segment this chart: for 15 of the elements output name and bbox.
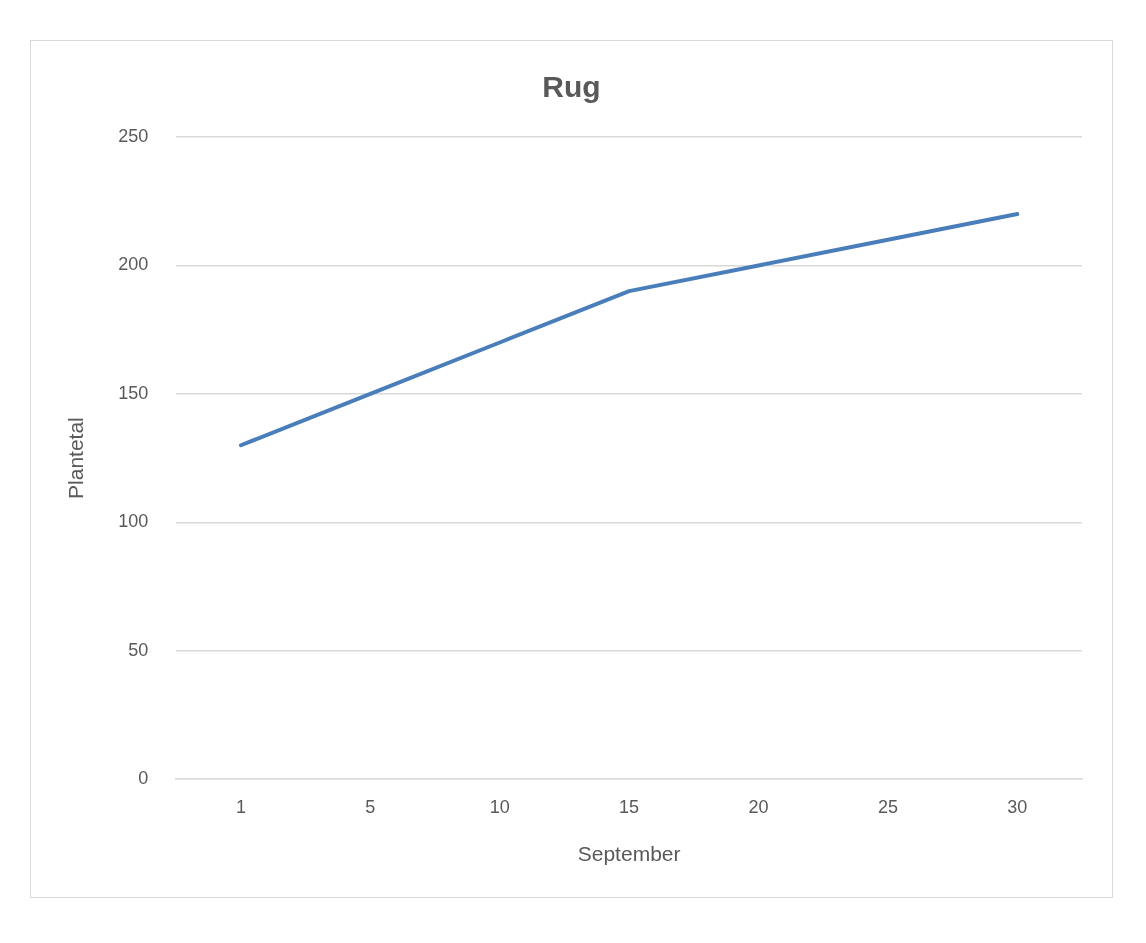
x-tick-label: 5 bbox=[365, 796, 376, 817]
x-tick-label: 25 bbox=[877, 796, 898, 817]
y-tick-label: 50 bbox=[128, 639, 149, 660]
chart-title: Rug bbox=[542, 70, 601, 104]
x-tick-label: 15 bbox=[619, 796, 640, 817]
y-axis-title: Plantetal bbox=[64, 417, 88, 499]
y-tick-label: 250 bbox=[118, 125, 149, 146]
y-tick-label: 200 bbox=[118, 254, 149, 275]
x-tick-label: 30 bbox=[1007, 796, 1028, 817]
y-tick-label: 150 bbox=[118, 382, 149, 403]
x-tick-label: 10 bbox=[489, 796, 510, 817]
x-tick-label: 1 bbox=[235, 796, 246, 817]
y-tick-label: 100 bbox=[118, 511, 149, 532]
x-tick-label: 20 bbox=[748, 796, 769, 817]
y-tick-label: 0 bbox=[138, 768, 149, 789]
